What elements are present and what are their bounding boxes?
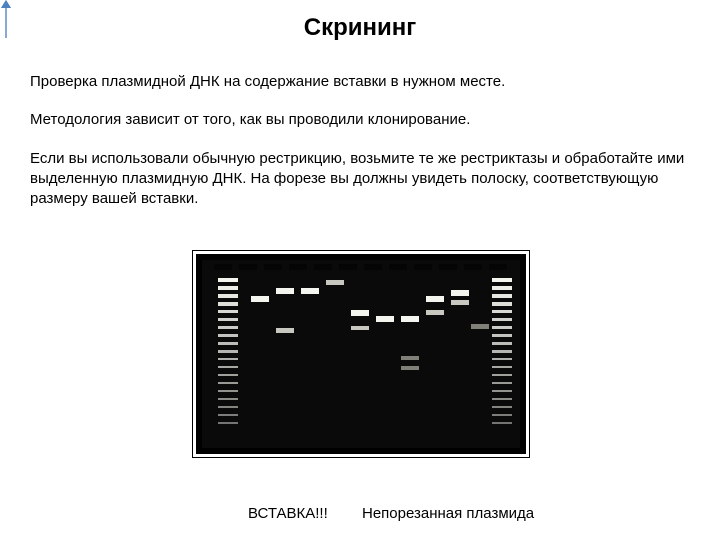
gel-svg <box>196 254 526 454</box>
paragraph-1: Проверка плазмидной ДНК на содержание вс… <box>30 72 690 92</box>
slide-title: Скрининг <box>0 14 720 42</box>
body-text: Проверка плазмидной ДНК на содержание вс… <box>30 72 690 227</box>
label-uncut: Непорезанная плазмида <box>362 505 534 522</box>
paragraph-2: Методология зависит от того, как вы пров… <box>30 110 690 130</box>
label-insert: ВСТАВКА!!! <box>248 505 328 522</box>
paragraph-3: Если вы использовали обычную рестрикцию,… <box>30 149 690 210</box>
gel-image <box>192 250 530 463</box>
gel-border <box>192 250 530 458</box>
slide: Скрининг Проверка плазмидной ДНК на соде… <box>0 0 720 540</box>
